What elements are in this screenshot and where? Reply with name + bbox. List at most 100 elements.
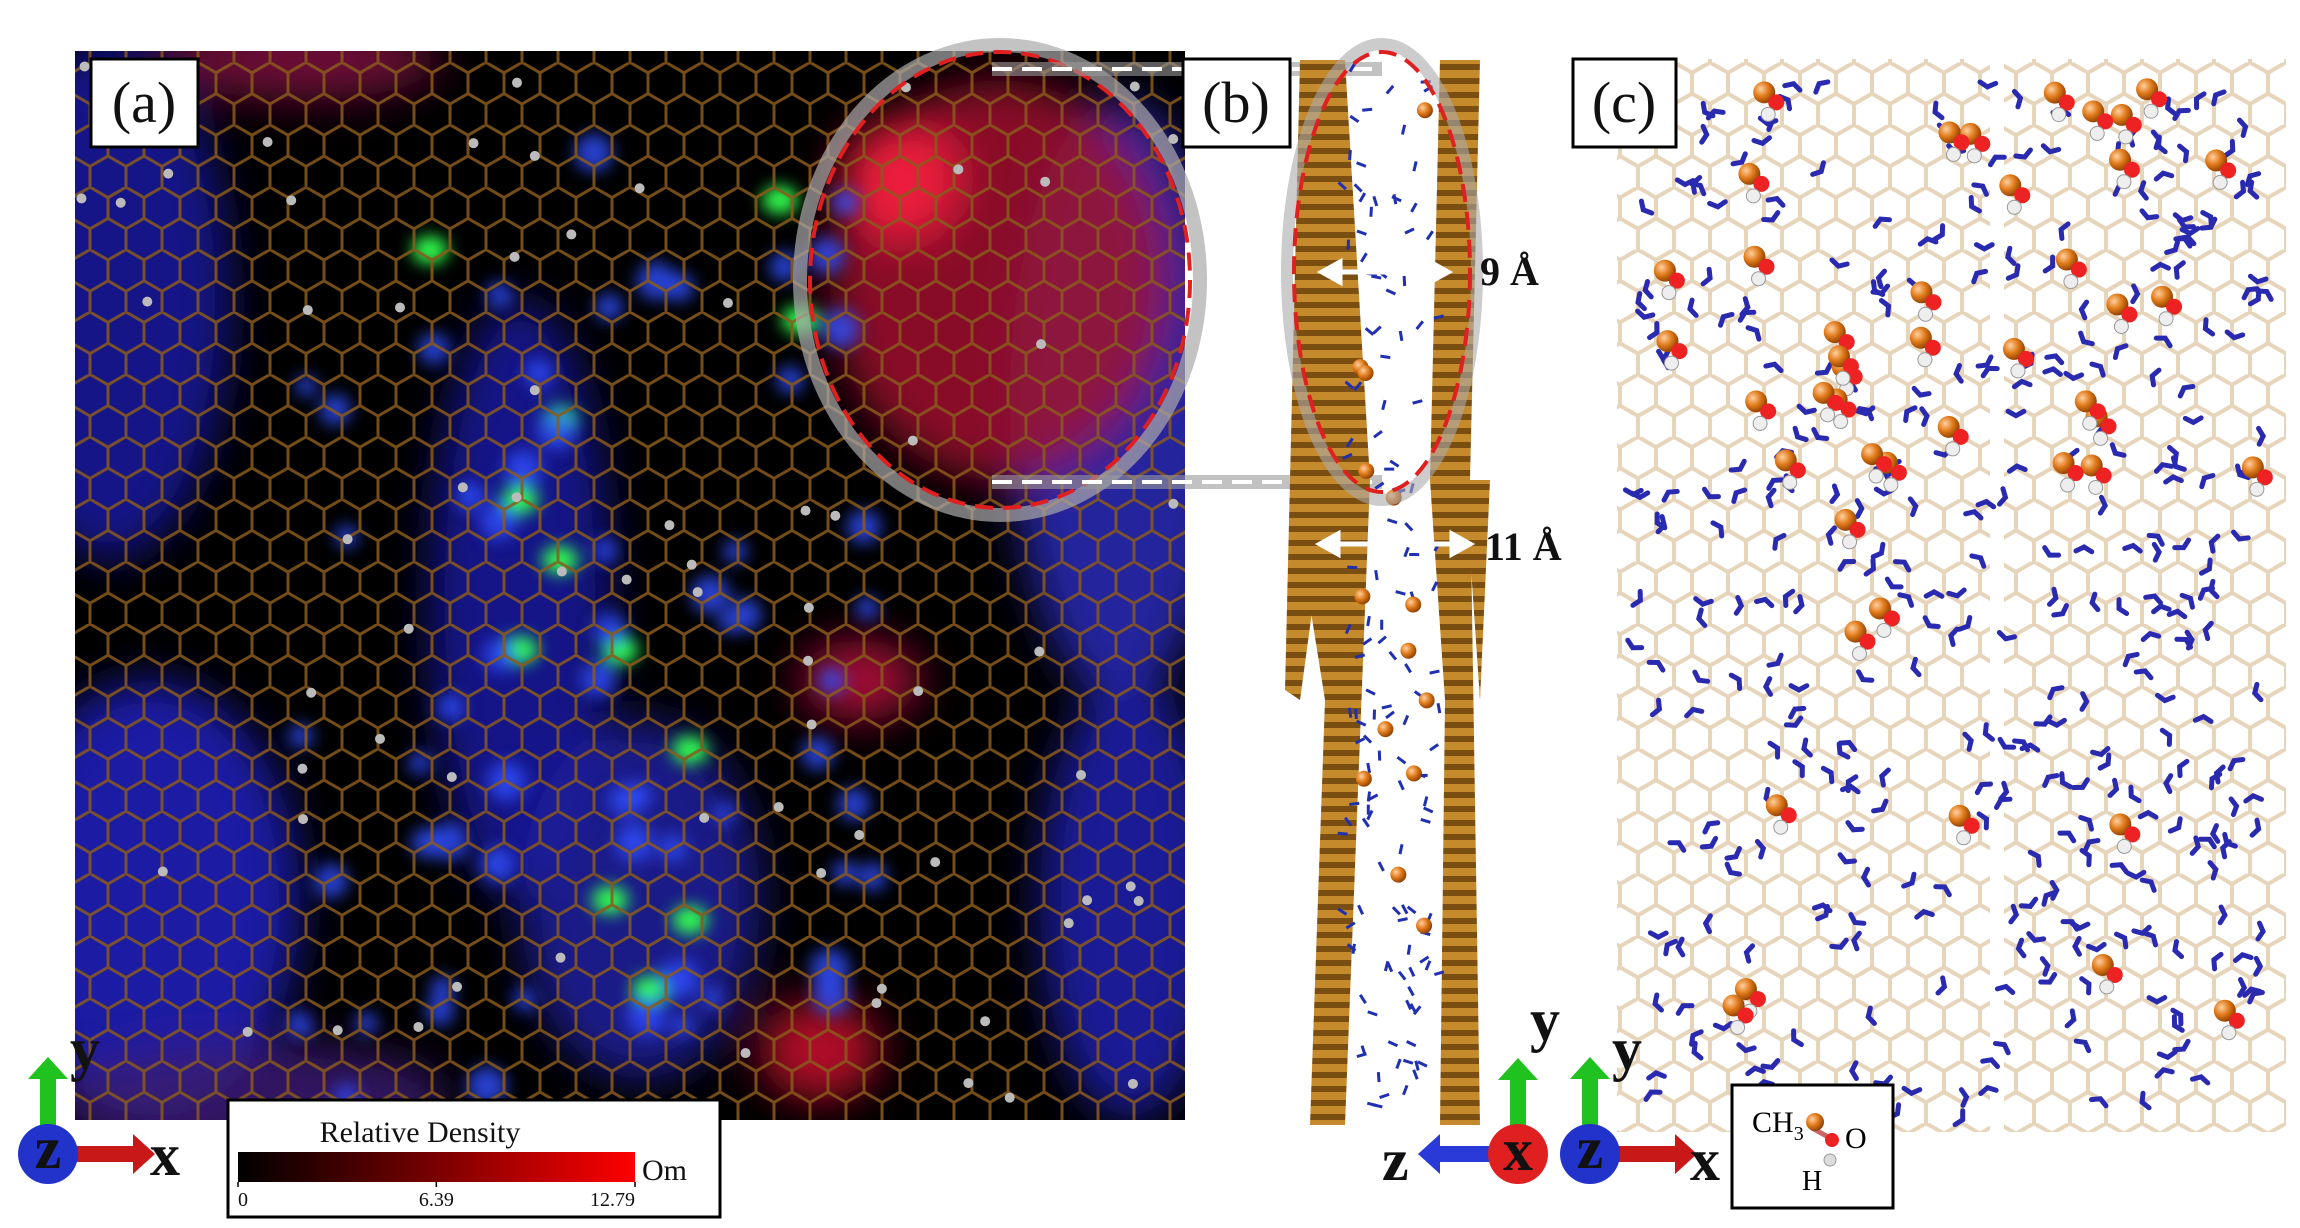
molecule [1406,905,1417,915]
molecule [2192,713,2214,724]
molecule [1994,796,2013,810]
molecule [1870,541,1886,560]
molecule [1358,192,1367,203]
molecule [2211,89,2227,107]
colorbar-tick-label: 6.39 [419,1189,454,1211]
molecule [2143,593,2164,606]
molecule [2149,367,2162,388]
molecule [1367,1010,1378,1017]
molecule [1387,1040,1399,1048]
molecule [1792,759,1805,779]
atom [1974,135,1991,152]
molecule [2042,773,2060,788]
molecule [621,574,632,585]
molecule [1400,124,1407,135]
atom [2118,129,2134,145]
molecule [1647,321,1660,341]
axis-arrowhead [1570,1057,1610,1079]
molecule [2156,1049,2178,1061]
molecule [1356,719,1367,727]
molecule [1416,917,1433,934]
atom [2014,187,2031,204]
molecule [2015,937,2027,959]
molecule [2170,455,2187,472]
molecule [1980,365,2000,379]
molecule [1342,452,1353,460]
molecule [1860,866,1872,888]
atom [2158,311,2174,327]
molecule [876,983,887,994]
molecule [1811,426,1830,441]
molecule [2057,830,2077,844]
molecule [2208,578,2220,600]
molecule [1353,183,1363,193]
atom [2067,465,2084,482]
molecule [2079,976,2092,996]
molecule [1433,314,1445,320]
molecule [1765,195,1786,208]
molecule [1674,177,1696,188]
atom [1890,464,1907,481]
atom [1751,271,1767,287]
atom [1789,462,1806,479]
molecule [1897,592,1915,608]
molecule [1366,762,1372,774]
atom [1825,1133,1839,1147]
molecule [930,857,941,868]
molecule [512,77,523,88]
molecule [1699,835,1719,850]
molecule [2244,171,2262,188]
molecule [2005,263,2021,281]
legend-formula: CH3 [1752,1106,1804,1145]
molecule [1354,588,1371,605]
molecule [1971,182,1989,197]
molecule [1766,477,1785,491]
atom [1668,272,1685,289]
molecule [1408,966,1416,978]
molecule [2146,995,2168,1005]
molecule [2097,494,2109,516]
molecule [1857,406,1875,422]
molecule [1872,216,1892,229]
colorbar-tick-label: 12.79 [590,1189,635,1211]
molecule [1625,637,1645,651]
atom [1883,477,1899,493]
atom [1842,358,1859,375]
molecule [2200,210,2214,229]
molecule [2241,286,2260,301]
molecule [2167,816,2183,834]
molecule [1398,844,1404,855]
molecule [1345,437,1354,448]
molecule [1699,123,1710,145]
molecule [913,686,924,697]
molecule [1765,487,1777,509]
molecule [1355,770,1372,787]
molecule [1354,708,1358,720]
molecule [1675,1003,1695,1016]
molecule [2072,935,2082,957]
molecule [1354,653,1366,659]
atom [1925,294,1942,311]
molecule [1063,918,1074,929]
molecule [686,559,697,570]
molecule [1792,425,1809,443]
molecule [1654,511,1668,531]
atom [1753,175,1770,192]
molecule [2139,208,2160,221]
molecule [1400,642,1417,659]
molecule [1362,637,1373,646]
molecule [1701,486,1721,500]
molecule [1863,557,1876,577]
molecule [1374,481,1385,490]
molecule [1977,79,1999,90]
molecule [2109,442,2127,458]
molecule [1702,913,1713,935]
molecule [1856,669,1875,683]
molecule [374,733,385,744]
molecule [1997,486,2009,507]
molecule [555,952,566,963]
molecule [2097,752,2112,771]
atom [1918,306,1934,322]
atom [2082,415,2098,431]
atom [2095,467,2112,484]
